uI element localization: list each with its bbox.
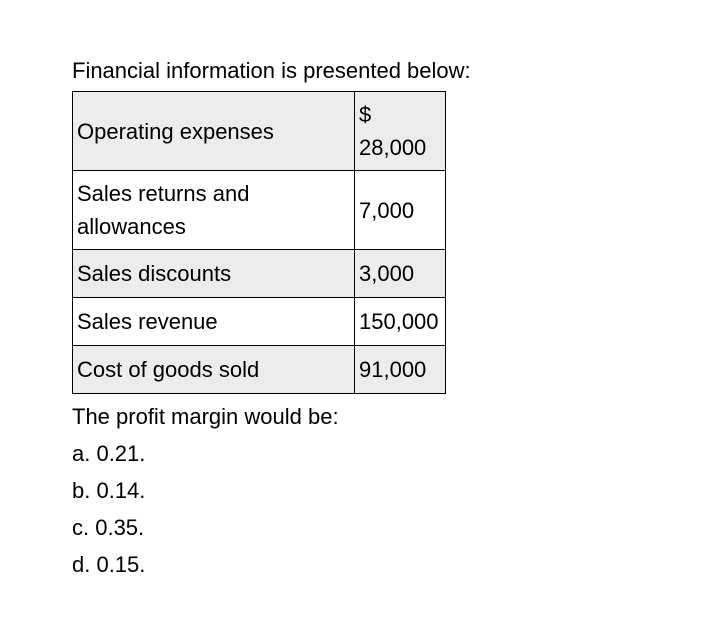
intro-text: Financial information is presented below…: [72, 54, 634, 87]
table-row: Operating expenses $ 28,000: [73, 92, 446, 171]
option-d: d. 0.15.: [72, 548, 634, 581]
question-text: The profit margin would be:: [72, 400, 634, 433]
row-value: 91,000: [355, 346, 446, 394]
option-a: a. 0.21.: [72, 437, 634, 470]
financial-table: Operating expenses $ 28,000 Sales return…: [72, 91, 446, 394]
option-c: c. 0.35.: [72, 511, 634, 544]
row-label: Sales revenue: [73, 298, 355, 346]
row-value: 3,000: [355, 250, 446, 298]
table-row: Sales revenue 150,000: [73, 298, 446, 346]
row-label: Sales returns and allowances: [73, 171, 355, 250]
option-b: b. 0.14.: [72, 474, 634, 507]
table-row: Sales returns and allowances 7,000: [73, 171, 446, 250]
row-value: 7,000: [355, 171, 446, 250]
row-value: $ 28,000: [355, 92, 446, 171]
row-label: Operating expenses: [73, 92, 355, 171]
row-value: 150,000: [355, 298, 446, 346]
table-row: Sales discounts 3,000: [73, 250, 446, 298]
row-label: Sales discounts: [73, 250, 355, 298]
table-row: Cost of goods sold 91,000: [73, 346, 446, 394]
row-label: Cost of goods sold: [73, 346, 355, 394]
